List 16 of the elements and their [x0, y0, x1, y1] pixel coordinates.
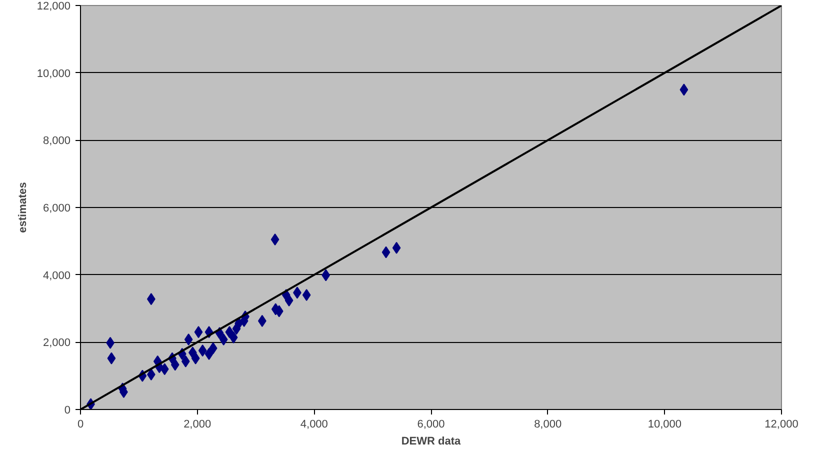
y-tick-label: 6,000 [42, 202, 71, 214]
x-tick-label: 8,000 [534, 418, 562, 430]
y-axis-title: estimates [16, 182, 29, 233]
y-tick-label: 0 [64, 404, 71, 416]
y-tick-label: 2,000 [42, 337, 71, 350]
y-tick-label: 8,000 [42, 135, 71, 148]
y-tick-label: 4,000 [42, 270, 71, 282]
x-tick-label: 4,000 [300, 418, 328, 430]
y-tick-label: 12,000 [36, 0, 71, 12]
x-tick-label: 0 [77, 418, 84, 430]
x-tick-label: 2,000 [184, 418, 212, 430]
y-tick-label: 10,000 [36, 68, 71, 80]
x-tick-label: 6,000 [417, 418, 445, 430]
x-tick-label: 12,000 [764, 418, 798, 430]
x-tick-label: 10,000 [648, 418, 682, 430]
x-axis-title: DEWR data [401, 436, 462, 448]
